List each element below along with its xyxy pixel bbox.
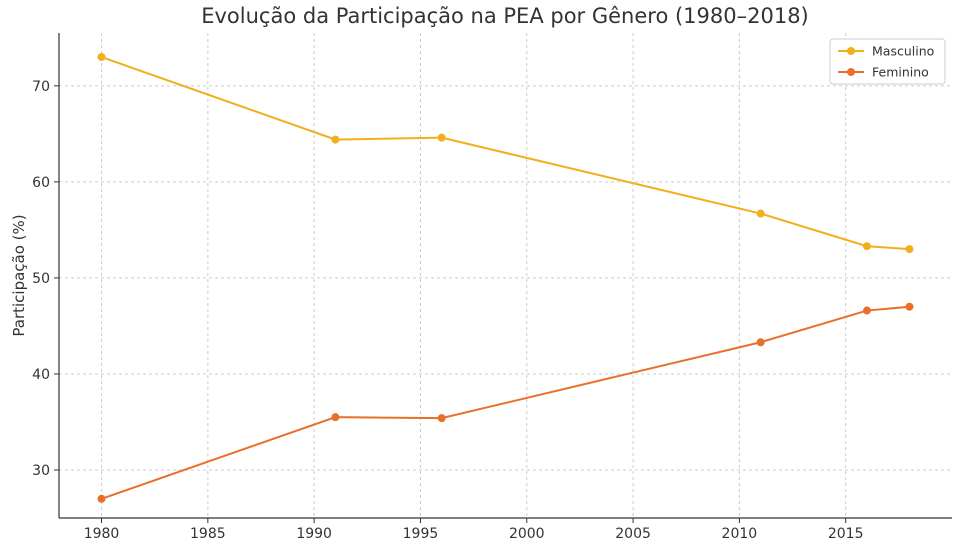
x-tick-label: 2010 <box>722 526 758 542</box>
legend-label: Feminino <box>872 65 929 80</box>
y-tick-label: 50 <box>32 271 50 287</box>
legend-label: Masculino <box>872 44 934 59</box>
y-tick-label: 30 <box>32 463 50 479</box>
x-tick-label: 2005 <box>615 526 651 542</box>
data-point <box>905 245 914 254</box>
chart-title: Evolução da Participação na PEA por Gêne… <box>201 4 809 28</box>
data-point <box>905 302 914 311</box>
legend-marker <box>847 47 855 55</box>
y-tick-label: 40 <box>32 367 50 383</box>
data-point <box>437 414 446 423</box>
y-axis-title: Participação (%) <box>10 214 28 336</box>
data-point <box>97 53 106 62</box>
x-tick-label: 2015 <box>828 526 864 542</box>
data-point <box>437 133 446 142</box>
x-tick-label: 1995 <box>403 526 439 542</box>
data-point <box>331 135 340 144</box>
data-point <box>331 413 340 422</box>
x-tick-label: 1985 <box>190 526 226 542</box>
y-tick-label: 70 <box>32 79 50 95</box>
x-tick-label: 1990 <box>296 526 332 542</box>
series-line-feminino <box>101 305 910 500</box>
data-point <box>756 338 765 347</box>
data-point <box>97 494 106 503</box>
legend-marker <box>847 68 855 76</box>
data-point <box>862 242 871 251</box>
y-tick-label: 60 <box>32 175 50 191</box>
data-point <box>862 306 871 315</box>
data-point <box>756 209 765 218</box>
x-tick-label: 1980 <box>84 526 120 542</box>
x-tick-label: 2000 <box>509 526 545 542</box>
series-line-masculino <box>101 56 910 251</box>
